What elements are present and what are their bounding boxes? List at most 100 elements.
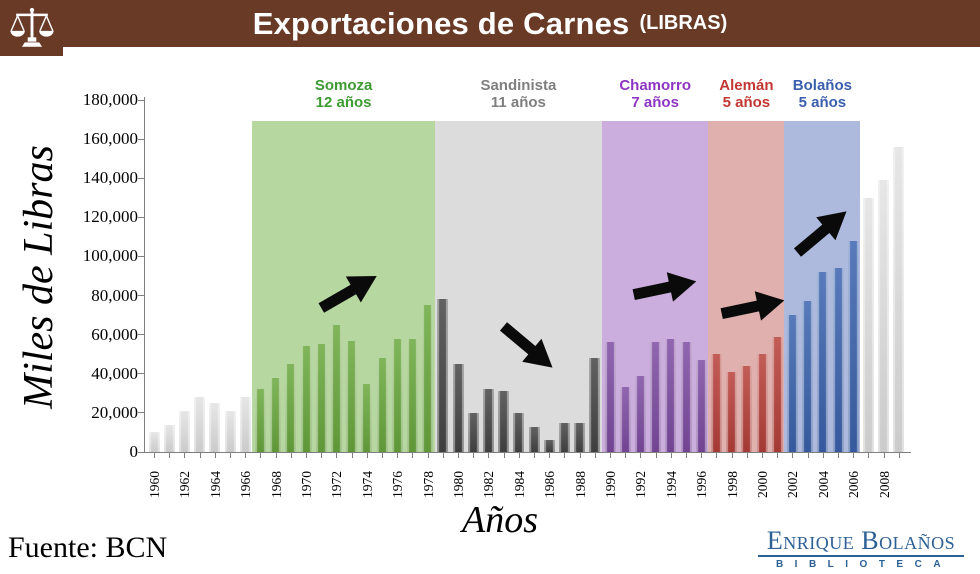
x-tick-mark	[473, 453, 475, 458]
y-tick-mark	[138, 177, 144, 179]
x-tick-mark	[351, 453, 353, 458]
x-tick-mark	[807, 453, 809, 458]
x-tick-mark	[154, 453, 155, 458]
bar-1993	[650, 342, 662, 452]
bar-1982	[482, 389, 494, 452]
y-tick-mark	[138, 99, 144, 101]
x-tick-label: 1972	[329, 471, 345, 498]
bar-2003	[802, 301, 814, 452]
era-name: Somoza	[314, 77, 373, 94]
bar-2001	[771, 336, 783, 452]
x-axis-line	[144, 452, 911, 454]
y-tick-label: 140,000	[82, 168, 138, 188]
x-tick-mark	[306, 453, 307, 458]
header-bar: Exportaciones de Carnes (LIBRAS)	[0, 0, 980, 47]
bar-1984	[513, 412, 525, 452]
x-tick-mark	[336, 453, 338, 458]
source-note: Fuente: BCN	[8, 531, 168, 564]
y-tick-mark	[138, 216, 144, 218]
x-tick-mark	[549, 453, 551, 458]
x-tick-mark	[746, 453, 748, 458]
y-tick-mark	[138, 412, 144, 414]
bar-1960	[148, 432, 160, 452]
y-tick-label: 80,000	[91, 285, 138, 305]
bar-1995	[680, 342, 692, 452]
bar-1994	[665, 338, 677, 452]
x-tick-mark	[230, 453, 231, 458]
scales-of-justice-icon	[9, 7, 54, 47]
x-tick-mark	[382, 453, 383, 458]
x-tick-mark	[534, 453, 535, 458]
bar-1987	[558, 422, 570, 452]
x-tick-mark	[625, 453, 627, 458]
y-tick-mark	[138, 334, 144, 336]
x-tick-mark	[883, 453, 885, 458]
x-tick-label: 1974	[359, 471, 375, 498]
bar-1985	[528, 426, 540, 452]
x-tick-mark	[458, 453, 459, 458]
logo-subtitle: BIBLIOTECA	[775, 559, 953, 570]
y-tick-mark	[138, 255, 144, 257]
bar-1961	[163, 424, 175, 452]
x-tick-mark	[184, 453, 186, 458]
era-band-somoza	[252, 121, 435, 452]
era-label-alemán: Alemán 5 años	[676, 77, 816, 111]
era-duration: 5 años	[798, 94, 847, 111]
bar-1983	[498, 391, 510, 452]
era-label-bolaños: Bolaños 5 años	[752, 77, 892, 111]
x-tick-mark	[275, 453, 277, 458]
bar-1981	[467, 412, 479, 452]
bar-1972	[330, 324, 342, 452]
x-tick-label: 2002	[785, 471, 801, 498]
era-name: Sandinista	[480, 77, 557, 94]
bar-1992	[634, 375, 646, 452]
y-axis-line	[144, 97, 146, 453]
x-tick-label: 1960	[147, 471, 162, 498]
x-tick-mark	[169, 453, 171, 458]
x-tick-label: 1976	[390, 471, 406, 498]
bar-1991	[619, 387, 631, 452]
y-axis-title: Miles de Libras	[16, 145, 62, 409]
y-tick-label: 160,000	[82, 129, 138, 149]
bar-1969	[285, 364, 297, 452]
x-tick-mark	[260, 453, 262, 458]
x-tick-label: 1984	[511, 471, 527, 498]
bar-1971	[315, 344, 327, 452]
x-tick-mark	[245, 453, 247, 458]
bar-1979	[437, 299, 449, 452]
x-tick-mark	[610, 453, 611, 458]
bar-2008	[878, 180, 890, 452]
x-tick-mark	[412, 453, 414, 458]
x-tick-label: 1996	[694, 471, 710, 498]
trend-arrow-up-icon	[318, 276, 377, 313]
bar-1975	[376, 358, 388, 452]
bar-1967	[254, 389, 266, 452]
trend-arrow-flat-icon	[632, 272, 697, 302]
x-tick-mark	[503, 453, 505, 458]
x-tick-label: 2004	[815, 471, 831, 498]
bar-2009	[893, 146, 905, 452]
biblioteca-logo: Enrique Bolaños BIBLIOTECA	[758, 528, 964, 570]
y-tick-label: 60,000	[91, 324, 138, 344]
y-tick-mark	[138, 373, 144, 375]
x-tick-mark	[564, 453, 566, 458]
era-duration: 12 años	[315, 94, 372, 111]
x-tick-mark	[594, 453, 596, 458]
header-icon-box	[0, 0, 63, 56]
page-title: Exportaciones de Carnes	[252, 5, 630, 41]
y-tick-mark	[138, 138, 144, 140]
x-tick-mark	[898, 453, 900, 458]
trend-arrow-down-icon	[499, 322, 553, 368]
y-tick-label: 20,000	[91, 402, 138, 422]
bar-1964	[209, 403, 221, 452]
y-tick-label: 40,000	[91, 363, 138, 383]
x-tick-label: 1962	[177, 471, 193, 498]
trend-arrow-up-icon	[793, 211, 847, 257]
x-tick-label: 1964	[207, 471, 223, 498]
x-tick-label: 1986	[542, 471, 558, 498]
bar-1986	[543, 440, 555, 452]
x-tick-label: 1994	[663, 471, 679, 498]
bar-1973	[346, 340, 358, 452]
y-tick-label: 0	[129, 442, 139, 461]
